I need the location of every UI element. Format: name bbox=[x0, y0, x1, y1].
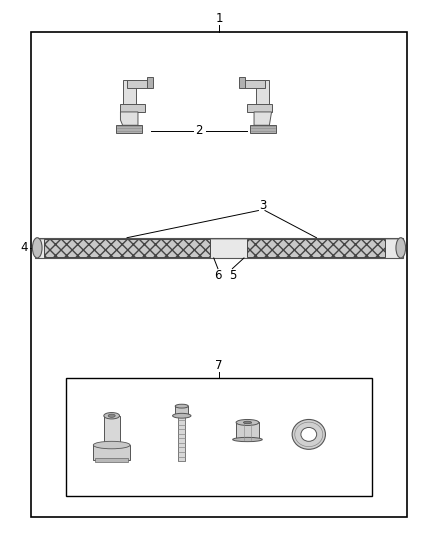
Bar bbox=[93, 445, 130, 460]
Bar bbox=[35, 238, 403, 258]
Ellipse shape bbox=[104, 413, 120, 419]
Bar bbox=[104, 416, 120, 445]
Polygon shape bbox=[123, 80, 136, 120]
Bar bbox=[66, 378, 372, 496]
Polygon shape bbox=[256, 80, 269, 120]
Ellipse shape bbox=[233, 438, 262, 442]
Polygon shape bbox=[254, 112, 272, 125]
Polygon shape bbox=[239, 77, 245, 88]
Polygon shape bbox=[147, 77, 153, 88]
Polygon shape bbox=[120, 104, 145, 112]
Bar bbox=[95, 458, 128, 462]
Polygon shape bbox=[241, 80, 265, 88]
Ellipse shape bbox=[244, 421, 251, 424]
Ellipse shape bbox=[108, 414, 115, 417]
Text: 7: 7 bbox=[215, 359, 223, 372]
Polygon shape bbox=[116, 125, 142, 133]
Bar bbox=[236, 423, 259, 440]
Polygon shape bbox=[247, 104, 272, 112]
Ellipse shape bbox=[236, 419, 259, 425]
Polygon shape bbox=[127, 80, 151, 88]
Polygon shape bbox=[250, 125, 276, 133]
Text: 1: 1 bbox=[215, 12, 223, 25]
Text: 4: 4 bbox=[20, 241, 28, 254]
Text: 3: 3 bbox=[259, 199, 266, 212]
Text: 6: 6 bbox=[214, 269, 222, 281]
Text: 2: 2 bbox=[195, 124, 203, 137]
Ellipse shape bbox=[173, 414, 191, 418]
Ellipse shape bbox=[175, 404, 188, 408]
Bar bbox=[178, 416, 185, 461]
Ellipse shape bbox=[396, 238, 406, 258]
Ellipse shape bbox=[93, 441, 130, 449]
Text: 5: 5 bbox=[229, 269, 236, 281]
Ellipse shape bbox=[292, 419, 325, 449]
Bar bbox=[44, 239, 210, 257]
Bar bbox=[247, 239, 385, 257]
Polygon shape bbox=[120, 112, 138, 125]
Bar bbox=[31, 32, 407, 517]
Ellipse shape bbox=[301, 427, 317, 441]
Ellipse shape bbox=[32, 238, 42, 258]
Bar bbox=[175, 406, 188, 416]
